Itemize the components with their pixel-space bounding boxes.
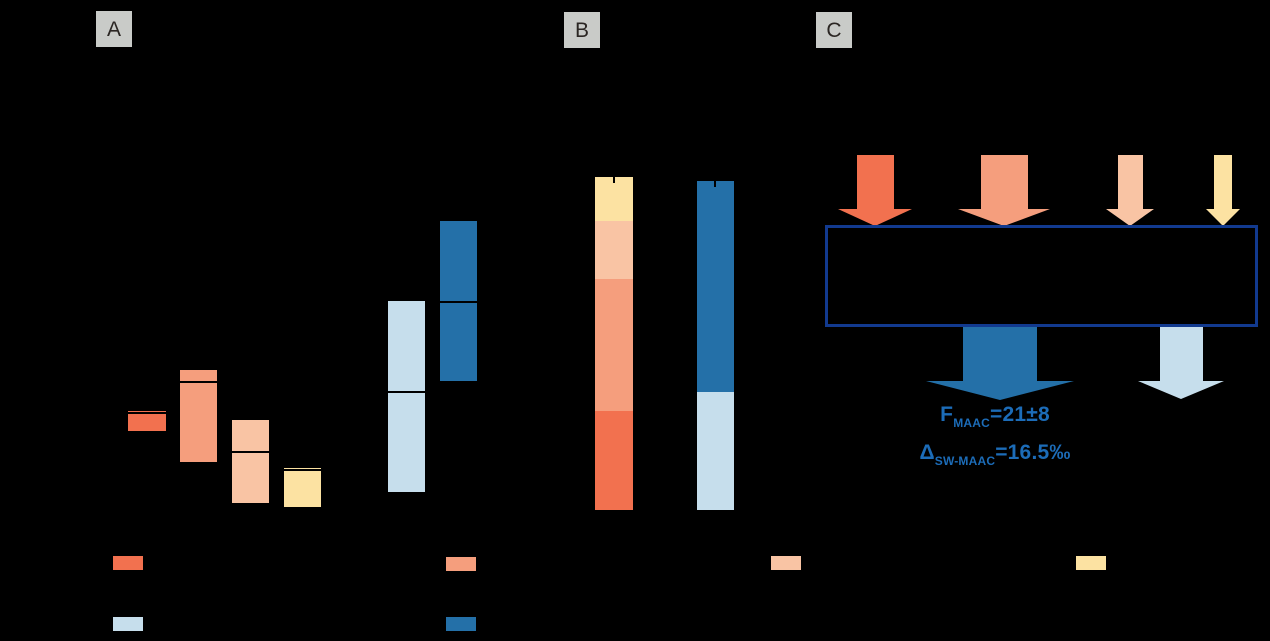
stack-segment-yellow bbox=[595, 177, 633, 221]
input-arrow-head-red bbox=[838, 209, 912, 226]
panel-label-a: A bbox=[96, 11, 132, 47]
panel-label-b-text: B bbox=[574, 18, 589, 42]
error-tick-bar-1 bbox=[613, 172, 615, 183]
stack-segment-peach bbox=[595, 221, 633, 279]
mixing-box bbox=[825, 225, 1258, 327]
legend-swatch-light_blue bbox=[113, 617, 143, 631]
error-tick-bar-2 bbox=[714, 176, 716, 187]
flux-fmaac-subscript: MAAC bbox=[953, 416, 990, 430]
flux-fmaac-value: =21±8 bbox=[990, 403, 1050, 426]
legend-swatch-yellow bbox=[1076, 556, 1106, 570]
input-arrow-head-peach bbox=[1106, 209, 1154, 226]
input-arrow-shaft-red bbox=[856, 155, 894, 209]
legend-swatch-red bbox=[113, 556, 143, 570]
legend-swatch-peach bbox=[771, 556, 801, 570]
range-bar-red bbox=[128, 411, 166, 431]
panel-label-a-text: A bbox=[106, 17, 121, 41]
input-arrow-shaft-yellow bbox=[1214, 155, 1232, 209]
mean-line-yellow bbox=[284, 469, 321, 471]
panel-label-c: C bbox=[816, 12, 852, 48]
flux-delta-subscript: SW-MAAC bbox=[934, 454, 996, 468]
range-bar-light_blue bbox=[388, 301, 425, 492]
output-arrow-shaft-dark_blue bbox=[963, 327, 1037, 381]
mean-line-red bbox=[128, 412, 166, 414]
output-arrow-head-light_blue bbox=[1137, 381, 1224, 399]
stack-segment-red bbox=[595, 411, 633, 510]
flux-value-fmaac: FMAAC=21±8 bbox=[890, 403, 1100, 430]
mean-line-peach bbox=[232, 451, 269, 453]
stack-segment-light_blue bbox=[697, 392, 734, 510]
panel-label-c-text: C bbox=[826, 18, 842, 42]
mean-line-light_blue bbox=[388, 391, 425, 393]
flux-delta-value: =16.5‰ bbox=[995, 441, 1071, 464]
legend-swatch-dark_blue bbox=[446, 617, 476, 631]
flux-value-delta-sw-maac: ΔSW-MAAC=16.5‰ bbox=[890, 441, 1100, 468]
input-arrow-head-salmon bbox=[958, 209, 1050, 226]
mean-line-dark_blue bbox=[440, 301, 477, 303]
stack-segment-dark_blue bbox=[697, 181, 734, 392]
range-bar-yellow bbox=[284, 468, 321, 507]
input-arrow-shaft-peach bbox=[1117, 155, 1143, 209]
mean-line-salmon bbox=[180, 381, 217, 383]
input-arrow-shaft-salmon bbox=[980, 155, 1028, 209]
range-bar-peach bbox=[232, 420, 269, 503]
flux-delta-symbol: Δ bbox=[919, 441, 935, 464]
output-arrow-shaft-light_blue bbox=[1159, 327, 1203, 381]
range-bar-salmon bbox=[180, 370, 217, 462]
output-arrow-head-dark_blue bbox=[925, 381, 1074, 400]
flux-fmaac-symbol: F bbox=[940, 403, 954, 426]
panel-label-b: B bbox=[564, 12, 600, 48]
stack-segment-salmon bbox=[595, 279, 633, 411]
legend-swatch-salmon bbox=[446, 557, 476, 571]
input-arrow-head-yellow bbox=[1205, 209, 1240, 226]
